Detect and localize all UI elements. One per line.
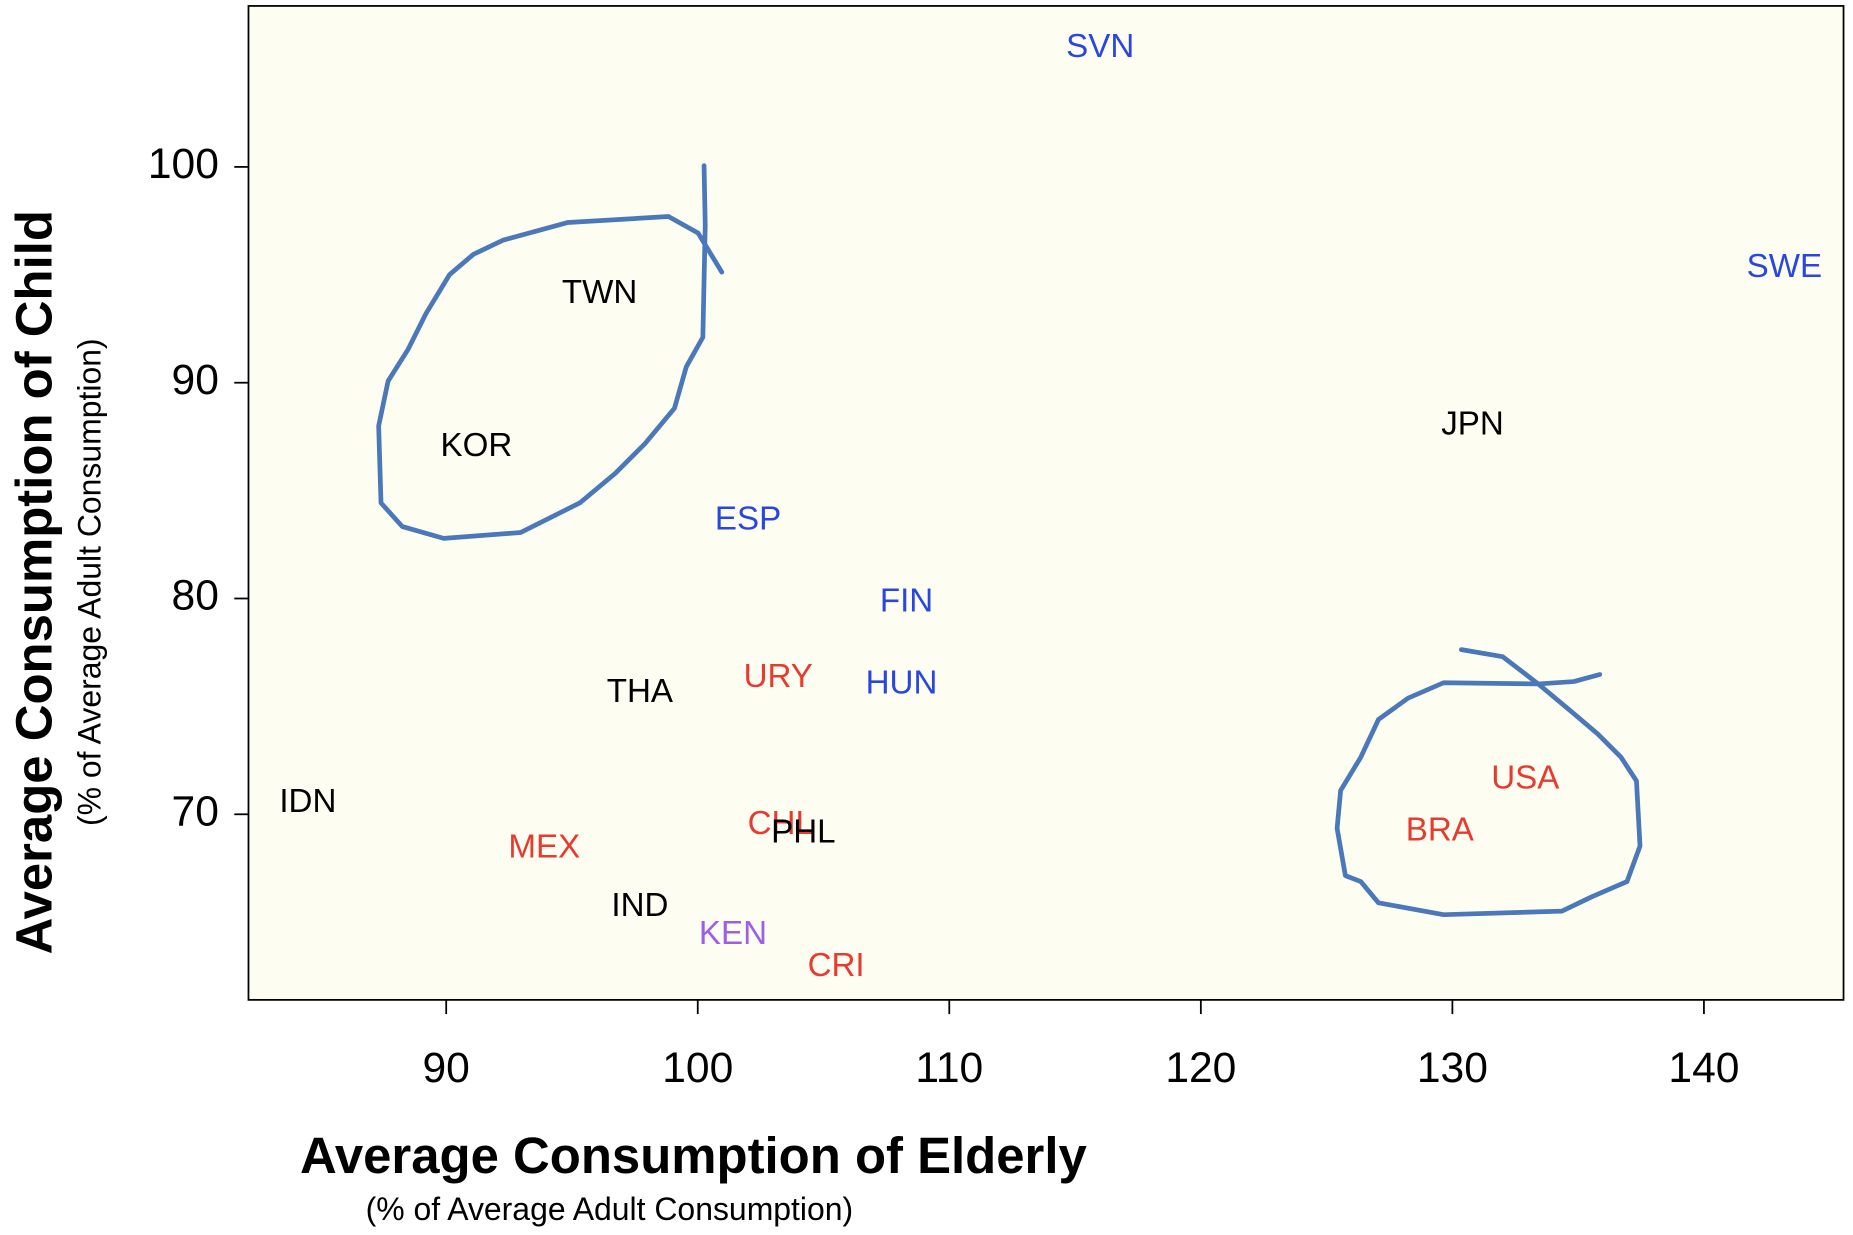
point-label: FIN: [880, 583, 933, 620]
x-tick-label: 130: [1417, 1044, 1488, 1092]
loop: [376, 163, 725, 541]
point-label: URY: [744, 658, 813, 695]
point-label: KEN: [699, 915, 767, 952]
x-tick-label: 120: [1165, 1044, 1236, 1092]
point-label: THA: [607, 673, 674, 710]
y-tick-label: 90: [172, 356, 219, 404]
point-label: TWN: [562, 274, 637, 311]
point-label: USA: [1491, 760, 1560, 797]
point-label: IDN: [279, 783, 336, 820]
x-axis-label: Average Consumption of Elderly: [300, 1127, 1088, 1184]
x-axis-sublabel: (% of Average Adult Consumption): [366, 1191, 854, 1227]
x-tick-label: 110: [915, 1044, 983, 1092]
y-axis-sublabel: (% of Average Adult Consumption): [72, 338, 108, 826]
point-label: CRI: [808, 947, 865, 984]
point-label: JPN: [1441, 406, 1504, 443]
point-label: HUN: [866, 665, 938, 702]
point-label: IND: [611, 887, 668, 924]
y-axis-label: Average Consumption of Child: [5, 210, 62, 954]
point-label: CHL: [748, 805, 814, 842]
loop: [1334, 647, 1643, 918]
point-label: SWE: [1747, 248, 1822, 285]
plot-area: [247, 5, 1845, 1001]
point-label: MEX: [508, 829, 580, 866]
y-tick-label: 70: [172, 788, 219, 836]
point-label: KOR: [440, 427, 512, 464]
y-tick-label: 100: [148, 140, 219, 188]
point-label: ESP: [715, 501, 781, 538]
x-tick-label: 100: [662, 1044, 733, 1092]
point-label: PHL: [771, 813, 835, 850]
point-label: SVN: [1066, 28, 1134, 65]
annotation-loops: [376, 163, 1643, 918]
x-tick-label: 90: [423, 1044, 470, 1092]
y-tick-label: 80: [172, 572, 219, 620]
point-label: BRA: [1406, 811, 1475, 848]
x-tick-label: 140: [1668, 1044, 1739, 1092]
